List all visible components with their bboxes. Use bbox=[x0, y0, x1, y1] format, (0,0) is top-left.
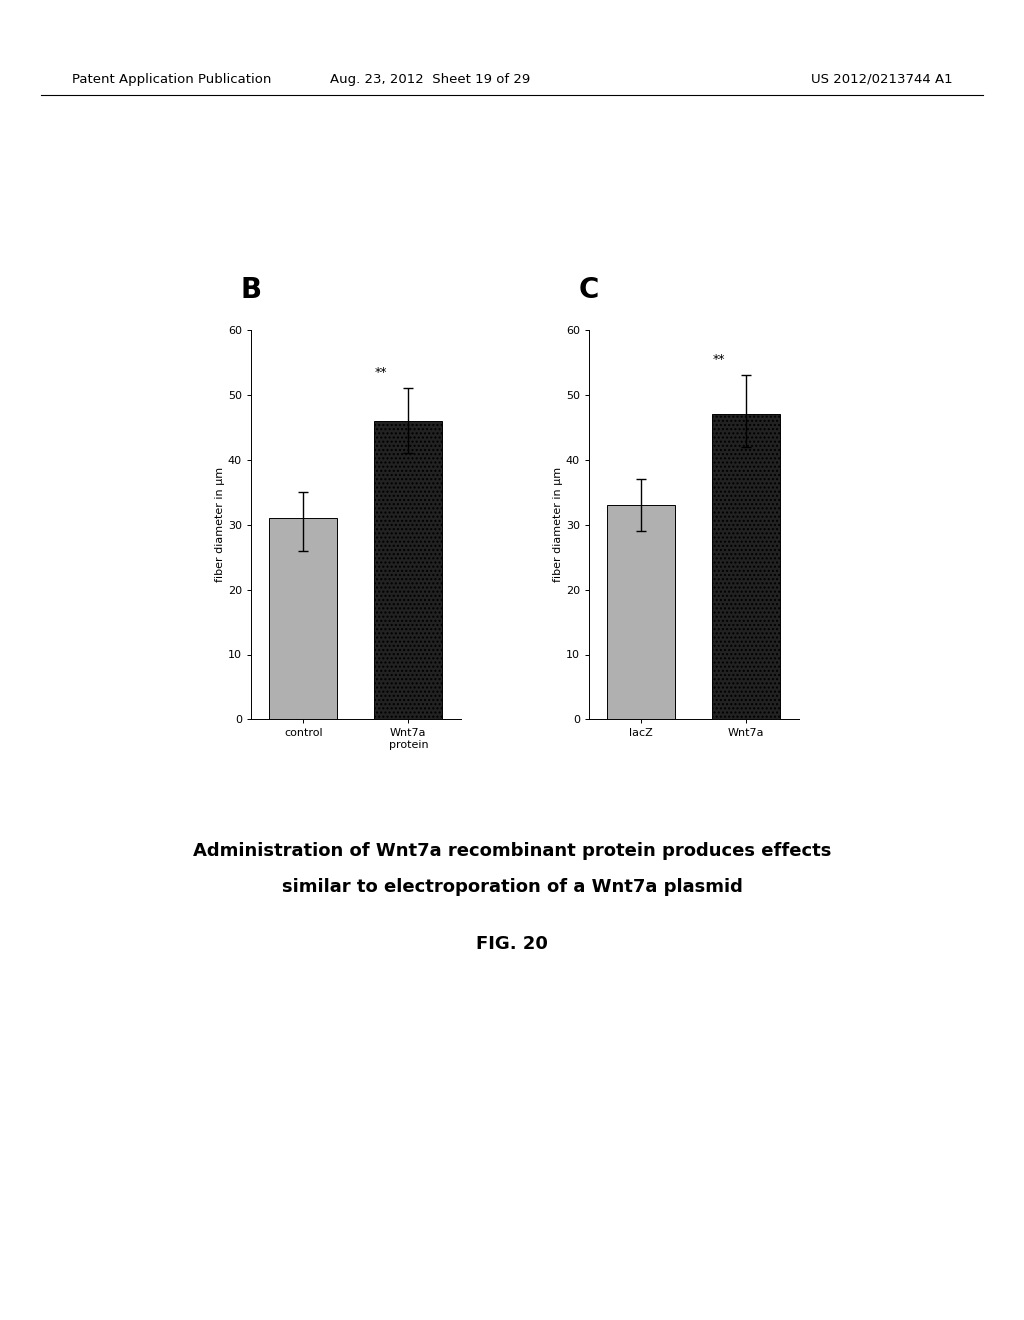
Text: Aug. 23, 2012  Sheet 19 of 29: Aug. 23, 2012 Sheet 19 of 29 bbox=[330, 73, 530, 86]
Text: US 2012/0213744 A1: US 2012/0213744 A1 bbox=[811, 73, 952, 86]
Bar bbox=[607, 506, 676, 719]
Y-axis label: fiber diameter in µm: fiber diameter in µm bbox=[215, 467, 225, 582]
Text: FIG. 20: FIG. 20 bbox=[476, 935, 548, 953]
Text: similar to electroporation of a Wnt7a plasmid: similar to electroporation of a Wnt7a pl… bbox=[282, 878, 742, 896]
Bar bbox=[374, 421, 442, 719]
Text: C: C bbox=[579, 276, 599, 304]
Bar bbox=[269, 519, 338, 719]
Y-axis label: fiber diameter in µm: fiber diameter in µm bbox=[553, 467, 563, 582]
Text: Administration of Wnt7a recombinant protein produces effects: Administration of Wnt7a recombinant prot… bbox=[193, 842, 831, 861]
Text: B: B bbox=[241, 276, 261, 304]
Text: Patent Application Publication: Patent Application Publication bbox=[72, 73, 271, 86]
Text: **: ** bbox=[375, 366, 387, 379]
Text: **: ** bbox=[713, 352, 725, 366]
Bar bbox=[712, 414, 780, 719]
